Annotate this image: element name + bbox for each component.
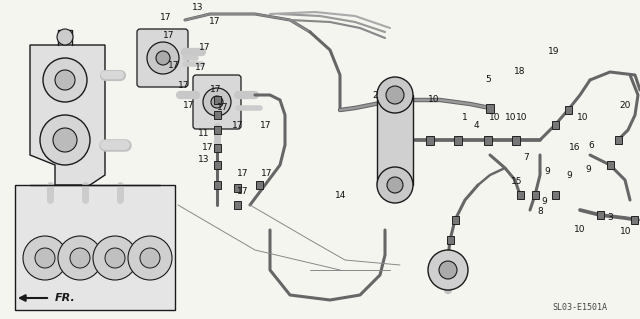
Polygon shape [15,185,175,310]
Text: 13: 13 [198,155,209,165]
Circle shape [439,261,457,279]
Polygon shape [30,45,105,185]
Text: 17: 17 [210,85,221,94]
Text: 13: 13 [192,4,204,12]
Text: 10: 10 [516,114,527,122]
Text: 9: 9 [566,170,572,180]
Text: 7: 7 [523,153,529,162]
Circle shape [35,248,55,268]
Bar [214,144,221,152]
Circle shape [23,236,67,280]
Circle shape [55,70,75,90]
Circle shape [128,236,172,280]
Bar [552,191,559,199]
Circle shape [57,29,73,45]
Circle shape [147,42,179,74]
Circle shape [105,248,125,268]
Text: 8: 8 [537,207,543,217]
Text: SL03-E1501A: SL03-E1501A [552,303,607,313]
Text: 17: 17 [163,32,175,41]
Circle shape [156,51,170,65]
Text: 10: 10 [620,227,632,236]
Text: 17: 17 [160,12,172,21]
Circle shape [211,96,223,108]
Bar [377,95,413,185]
Text: 17: 17 [202,144,214,152]
Text: 9: 9 [544,167,550,176]
Bar [214,161,221,169]
Circle shape [377,77,413,113]
Text: 4: 4 [474,122,479,130]
Text: 10: 10 [577,114,589,122]
Bar [516,191,524,199]
Text: 10: 10 [489,114,500,122]
Circle shape [93,236,137,280]
Bar [531,191,538,199]
Bar [447,236,454,244]
Text: FR.: FR. [55,293,76,303]
Text: 14: 14 [335,190,346,199]
Circle shape [53,128,77,152]
Text: 11: 11 [198,129,209,137]
Bar [234,184,241,192]
Text: 1: 1 [462,114,468,122]
Text: 17: 17 [260,121,271,130]
Text: 5: 5 [485,76,491,85]
Circle shape [203,88,231,116]
Circle shape [428,250,468,290]
Bar [596,211,604,219]
Circle shape [58,236,102,280]
Text: 10: 10 [574,226,586,234]
Text: 19: 19 [548,48,559,56]
Text: 3: 3 [607,213,612,222]
Bar [214,111,221,119]
Bar [564,106,572,114]
Circle shape [43,58,87,102]
Text: 15: 15 [511,177,522,187]
Bar [486,103,494,113]
Circle shape [387,177,403,193]
Text: 2: 2 [372,91,378,100]
Bar [512,136,520,145]
Text: 17: 17 [237,188,248,197]
Circle shape [40,115,90,165]
Text: 17: 17 [232,121,243,130]
Bar [614,136,621,144]
Bar [214,181,221,189]
Bar [214,96,221,104]
Text: 17: 17 [209,18,221,26]
Bar [607,161,614,169]
Bar [630,216,637,224]
Text: 17: 17 [199,43,211,53]
Bar [255,181,262,189]
Text: 6: 6 [588,140,594,150]
FancyBboxPatch shape [193,75,241,129]
Bar [552,121,559,129]
Text: 17: 17 [183,100,195,109]
Text: 10: 10 [428,95,440,105]
Text: 17: 17 [178,80,189,90]
Text: 17: 17 [168,61,179,70]
Bar [426,136,434,145]
Bar [451,216,458,224]
Circle shape [386,86,404,104]
Bar [214,126,221,134]
Text: 17: 17 [237,169,248,179]
Bar [484,136,492,145]
Circle shape [377,167,413,203]
Text: 18: 18 [514,68,525,77]
Bar [454,136,462,145]
Text: 17: 17 [195,63,207,72]
Circle shape [70,248,90,268]
Text: 9: 9 [541,197,547,206]
Text: 20: 20 [619,100,630,109]
Text: 17: 17 [217,103,228,113]
Circle shape [140,248,160,268]
Text: 9: 9 [585,166,591,174]
Text: 17: 17 [261,169,273,179]
FancyBboxPatch shape [137,29,188,87]
Text: 10: 10 [505,114,516,122]
Bar [234,201,241,209]
Text: 16: 16 [569,144,580,152]
